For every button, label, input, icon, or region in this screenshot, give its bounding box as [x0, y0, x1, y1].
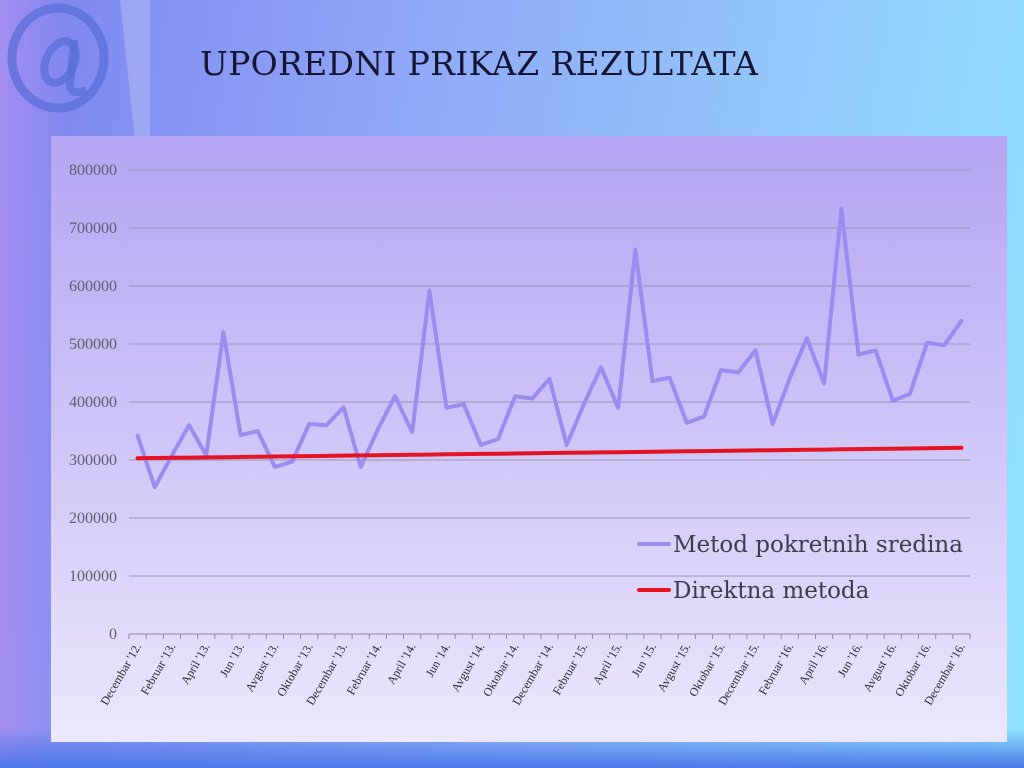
y-tick-label: 400000	[69, 394, 117, 411]
x-tick-label: Jun '16.	[834, 641, 865, 680]
x-tick-label: Februar '13.	[138, 641, 179, 698]
series-layer	[135, 206, 964, 490]
x-tick-label: Decembar '12.	[97, 641, 144, 708]
x-axis-tick-labels: Decembar '12.Februar '13. April '13. Jun '…	[97, 641, 968, 708]
y-tick-label: 600000	[69, 278, 117, 295]
x-tick-label: Avgust '14.	[448, 641, 487, 695]
y-axis-tick-labels: 0 100000 200000 300000 400000 500000 600000 700…	[69, 162, 117, 643]
x-tick-label: Avgust '13.	[242, 641, 281, 695]
x-tick-label: Februar '16.	[756, 641, 797, 698]
slide-title: UPOREDNI PRIKAZ REZULTATA	[200, 44, 759, 83]
y-tick-label: 800000	[69, 162, 117, 179]
legend: Metod pokretnih sredina Direktna metoda	[637, 532, 963, 604]
x-tick-label: Jun '14.	[423, 641, 454, 680]
x-tick-label: April '13.	[178, 641, 213, 687]
chart-panel: 0 100000 200000 300000 400000 500000 600000 700…	[51, 136, 1007, 742]
y-tick-label: 200000	[69, 510, 117, 527]
x-tick-label: Februar '15.	[550, 641, 591, 698]
x-tick-label: Avgust '16.	[860, 641, 899, 695]
legend-label: Direktna metoda	[673, 578, 870, 604]
y-tick-label: 700000	[69, 220, 117, 237]
y-tick-label: 500000	[69, 336, 117, 353]
series-line-metod-pokretnih-sredina	[135, 206, 964, 490]
legend-label: Metod pokretnih sredina	[673, 532, 963, 558]
axis-layer	[128, 633, 971, 639]
x-tick-label: Jun '13.	[217, 641, 248, 680]
x-tick-label: Avgust '15.	[654, 641, 693, 695]
x-tick-label: Jun '15.	[629, 641, 660, 680]
grid-layer	[129, 169, 970, 577]
x-tick-label: April '16.	[796, 641, 831, 687]
y-tick-label: 300000	[69, 452, 117, 469]
x-tick-label: April '15.	[590, 641, 625, 687]
x-tick-label: Februar '14.	[344, 641, 385, 698]
line-chart: 0 100000 200000 300000 400000 500000 600000 700…	[69, 162, 971, 708]
y-tick-label: 0	[109, 626, 117, 643]
x-tick-label: April '14.	[384, 641, 419, 687]
at-sign-icon	[7, 0, 150, 140]
series-line-direktna-metoda	[135, 445, 964, 461]
y-tick-label: 100000	[69, 568, 117, 585]
